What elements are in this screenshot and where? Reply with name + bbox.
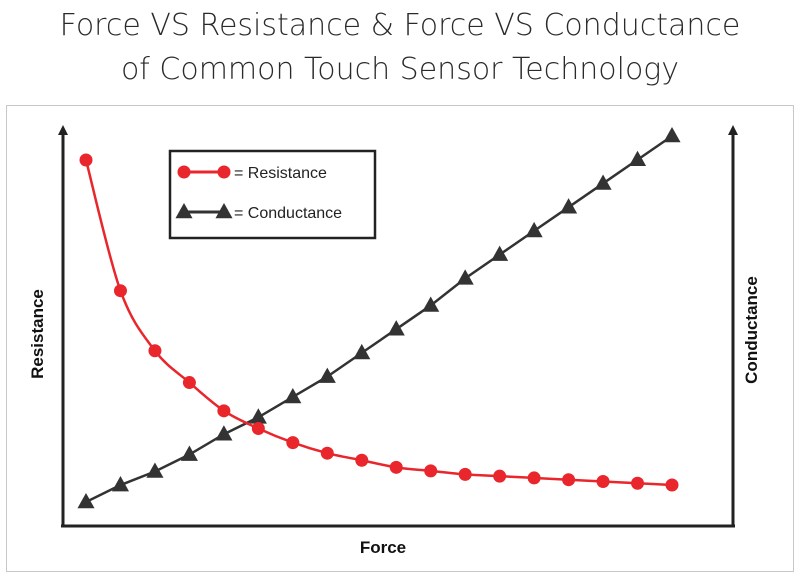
conductance-point — [422, 296, 440, 312]
conductance-point — [663, 127, 681, 143]
resistance-point — [113, 284, 127, 298]
conductance-point — [353, 343, 371, 360]
resistance-point — [424, 464, 438, 478]
resistance-point — [355, 453, 369, 467]
conductance-point — [525, 221, 543, 238]
resistance-point — [182, 376, 196, 390]
resistance-point — [217, 404, 231, 418]
resistance-point — [320, 446, 334, 460]
conductance-point — [594, 174, 612, 190]
y-axis-label-left: Resistance — [28, 289, 47, 379]
resistance-point — [251, 421, 265, 435]
chart-title-line-2: of Common Touch Sensor Technology — [120, 52, 680, 87]
legend-conductance-marker — [215, 203, 233, 219]
chart-frame — [6, 105, 794, 572]
chart-title-line-1: Force VS Resistance & Force VS Conductan… — [59, 8, 741, 43]
resistance-point — [493, 469, 507, 483]
series-layer — [77, 127, 681, 509]
legend-conductance-marker — [175, 203, 193, 219]
conductance-point — [111, 476, 130, 492]
conductance-point — [180, 445, 198, 461]
resistance-point — [286, 436, 300, 450]
conductance-point — [456, 269, 474, 285]
conductance-point — [249, 408, 267, 424]
legend: = Resistance = Conductance — [168, 149, 377, 240]
resistance-point — [389, 460, 403, 474]
axes — [58, 125, 738, 528]
conductance-point — [491, 245, 509, 261]
resistance-point — [527, 471, 541, 485]
resistance-point — [665, 478, 679, 492]
legend-resistance-label: = Resistance — [234, 165, 327, 182]
x-axis-label: Force — [360, 538, 406, 557]
conductance-point — [77, 493, 95, 509]
conductance-point — [215, 425, 233, 441]
resistance-point — [458, 467, 472, 481]
legend-items: = Resistance = Conductance — [175, 165, 342, 222]
resistance-point — [148, 344, 162, 358]
resistance-point — [79, 153, 93, 167]
conductance-point — [318, 367, 336, 383]
legend-resistance-marker — [177, 165, 191, 179]
resistance-point — [562, 473, 576, 487]
legend-box — [168, 149, 377, 240]
resistance-point — [631, 476, 645, 490]
y-axis-label-right: Conductance — [742, 276, 761, 384]
conductance-point — [284, 387, 302, 404]
resistance-point — [596, 474, 610, 488]
conductance-point — [146, 462, 164, 478]
conductance-point — [628, 150, 647, 167]
conductance-point — [387, 320, 405, 336]
legend-conductance-label: = Conductance — [234, 205, 342, 222]
conductance-point — [560, 198, 578, 214]
legend-resistance-marker — [217, 165, 231, 179]
